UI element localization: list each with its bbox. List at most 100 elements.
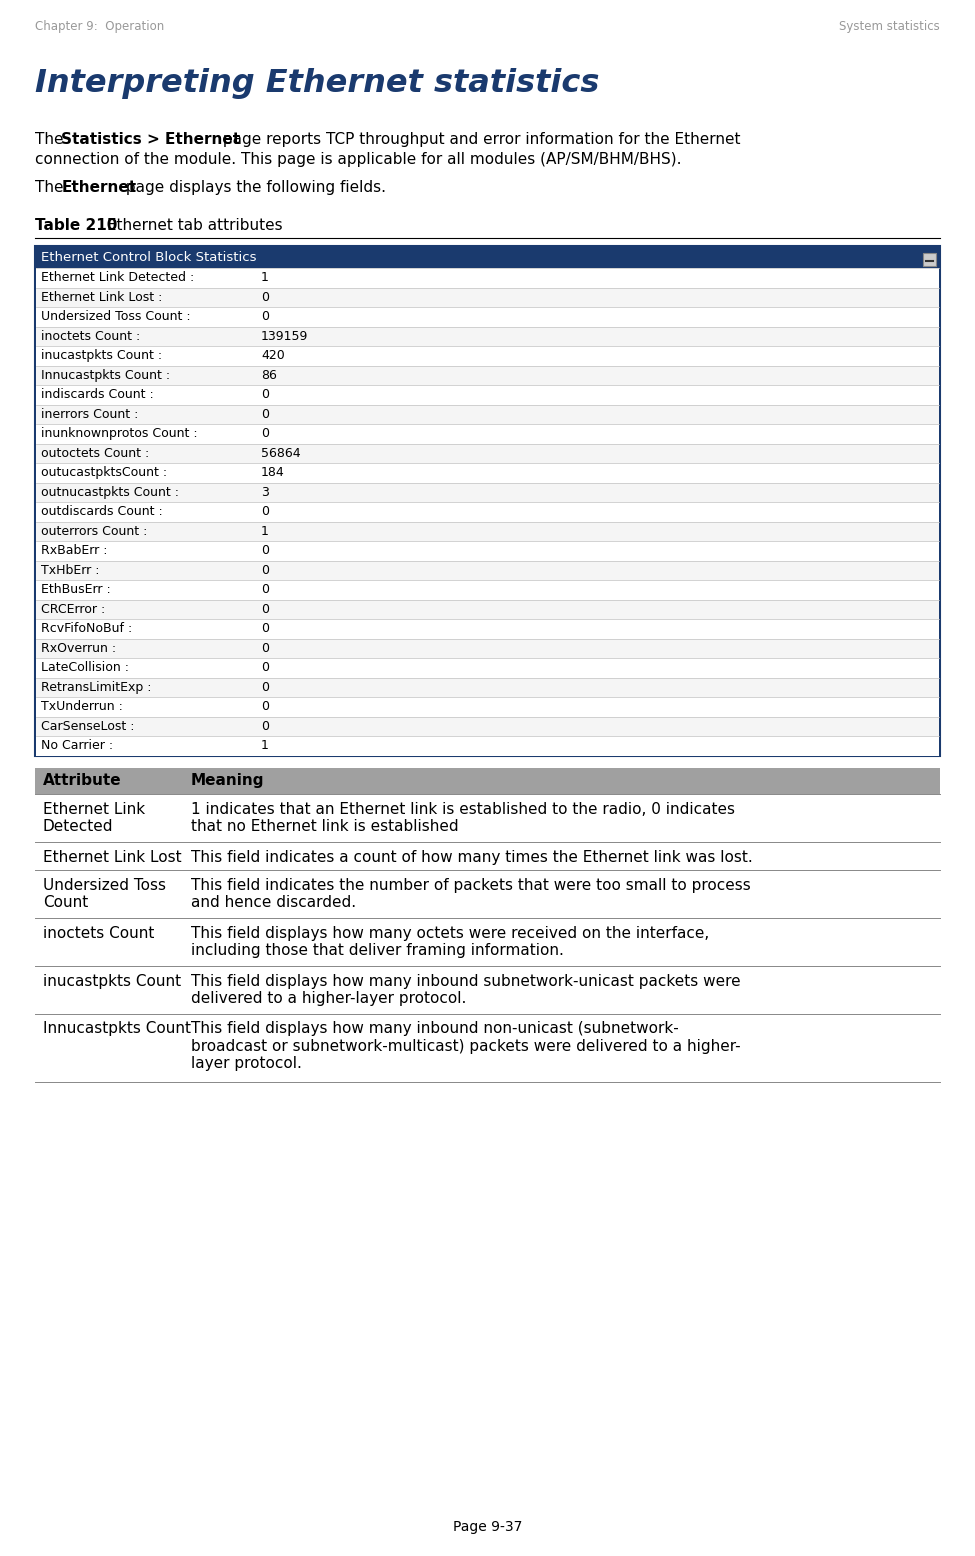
Text: outerrors Count :: outerrors Count : (41, 524, 147, 538)
Bar (36, 345, 939, 366)
Text: Undersized Toss
Count: Undersized Toss Count (43, 878, 166, 910)
Text: 0: 0 (261, 310, 269, 324)
Text: connection of the module. This page is applicable for all modules (AP/SM/BHM/BHS: connection of the module. This page is a… (35, 152, 682, 166)
Bar (36, 288, 939, 307)
Text: Ethernet Link
Detected: Ethernet Link Detected (43, 801, 145, 834)
Bar (36, 482, 939, 503)
Text: The: The (35, 180, 68, 194)
Text: 0: 0 (261, 545, 269, 557)
Bar (36, 658, 939, 677)
Text: 0: 0 (261, 602, 269, 616)
Text: Meaning: Meaning (191, 773, 264, 787)
Text: This field displays how many octets were received on the interface,
including th: This field displays how many octets were… (191, 926, 709, 958)
Text: No Carrier :: No Carrier : (41, 739, 113, 752)
Text: outoctets Count :: outoctets Count : (41, 447, 149, 459)
Text: RetransLimitExp :: RetransLimitExp : (41, 682, 151, 694)
Text: 1: 1 (261, 271, 269, 285)
Bar (36, 366, 939, 384)
Bar (36, 541, 939, 560)
Bar (36, 423, 939, 443)
Text: indiscards Count :: indiscards Count : (41, 389, 154, 401)
Bar (36, 716, 939, 736)
Text: Ethernet Link Detected :: Ethernet Link Detected : (41, 271, 194, 285)
Bar (923, 254, 936, 266)
Text: 0: 0 (261, 408, 269, 420)
Text: This field indicates a count of how many times the Ethernet link was lost.: This field indicates a count of how many… (191, 850, 753, 865)
Text: EthBusErr :: EthBusErr : (41, 584, 111, 596)
Text: inoctets Count :: inoctets Count : (41, 330, 140, 342)
Text: LateCollision :: LateCollision : (41, 661, 129, 674)
Bar (36, 443, 939, 464)
Text: RcvFifoNoBuf :: RcvFifoNoBuf : (41, 622, 133, 635)
Bar (35, 767, 940, 794)
Text: 0: 0 (261, 720, 269, 733)
Text: outnucastpkts Count :: outnucastpkts Count : (41, 485, 179, 499)
Text: 0: 0 (261, 428, 269, 440)
Text: 0: 0 (261, 661, 269, 674)
Bar (36, 405, 939, 423)
Text: This field displays how many inbound non-unicast (subnetwork-
broadcast or subne: This field displays how many inbound non… (191, 1021, 741, 1071)
Text: Statistics > Ethernet: Statistics > Ethernet (61, 132, 241, 146)
Text: RxBabErr :: RxBabErr : (41, 545, 107, 557)
Text: 0: 0 (261, 641, 269, 655)
Text: 56864: 56864 (261, 447, 300, 459)
Text: This field indicates the number of packets that were too small to process
and he: This field indicates the number of packe… (191, 878, 751, 910)
Text: Ethernet Link Lost: Ethernet Link Lost (43, 850, 181, 865)
Bar (36, 503, 939, 521)
Bar (36, 521, 939, 541)
Text: 1 indicates that an Ethernet link is established to the radio, 0 indicates
that : 1 indicates that an Ethernet link is est… (191, 801, 735, 834)
Text: 0: 0 (261, 563, 269, 577)
Text: 0: 0 (261, 291, 269, 303)
Text: 0: 0 (261, 584, 269, 596)
Text: inerrors Count :: inerrors Count : (41, 408, 138, 420)
Text: RxOverrun :: RxOverrun : (41, 641, 116, 655)
Text: 0: 0 (261, 622, 269, 635)
Text: page reports TCP throughput and error information for the Ethernet: page reports TCP throughput and error in… (218, 132, 741, 146)
Text: 3: 3 (261, 485, 269, 499)
Text: 139159: 139159 (261, 330, 308, 342)
Text: TxHbErr :: TxHbErr : (41, 563, 99, 577)
Bar (36, 464, 939, 482)
Bar (36, 697, 939, 716)
Bar (36, 560, 939, 580)
Text: 1: 1 (261, 524, 269, 538)
Bar (36, 599, 939, 619)
Text: Table 210: Table 210 (35, 218, 117, 233)
Bar (35, 246, 940, 756)
Text: System statistics: System statistics (839, 20, 940, 33)
Text: Interpreting Ethernet statistics: Interpreting Ethernet statistics (35, 68, 600, 100)
Text: Ethernet: Ethernet (61, 180, 136, 194)
Text: outucastpktsCount :: outucastpktsCount : (41, 467, 167, 479)
Text: Innucastpkts Count: Innucastpkts Count (43, 1021, 191, 1036)
Text: Innucastpkts Count :: Innucastpkts Count : (41, 369, 170, 381)
Text: TxUnderrun :: TxUnderrun : (41, 700, 123, 713)
Text: inunknownprotos Count :: inunknownprotos Count : (41, 428, 198, 440)
Text: Undersized Toss Count :: Undersized Toss Count : (41, 310, 191, 324)
Text: 0: 0 (261, 682, 269, 694)
Bar (36, 268, 939, 288)
Text: This field displays how many inbound subnetwork-unicast packets were
delivered t: This field displays how many inbound sub… (191, 974, 741, 1005)
Bar (35, 246, 940, 268)
Text: Page 9-37: Page 9-37 (452, 1520, 523, 1534)
Bar (36, 638, 939, 658)
Text: Ethernet tab attributes: Ethernet tab attributes (102, 218, 283, 233)
Text: outdiscards Count :: outdiscards Count : (41, 506, 163, 518)
Text: Ethernet Link Lost :: Ethernet Link Lost : (41, 291, 163, 303)
Text: page displays the following fields.: page displays the following fields. (121, 180, 386, 194)
Text: 1: 1 (261, 739, 269, 752)
Bar (36, 384, 939, 405)
Text: inoctets Count: inoctets Count (43, 926, 154, 940)
Text: CarSenseLost :: CarSenseLost : (41, 720, 135, 733)
Text: 0: 0 (261, 700, 269, 713)
Bar (36, 327, 939, 345)
Bar (36, 307, 939, 327)
Text: inucastpkts Count: inucastpkts Count (43, 974, 181, 988)
Text: 86: 86 (261, 369, 277, 381)
Text: 0: 0 (261, 389, 269, 401)
Text: 184: 184 (261, 467, 285, 479)
Bar (36, 619, 939, 638)
Bar (36, 677, 939, 697)
Text: 420: 420 (261, 349, 285, 363)
Text: inucastpkts Count :: inucastpkts Count : (41, 349, 162, 363)
Text: Attribute: Attribute (43, 773, 122, 787)
